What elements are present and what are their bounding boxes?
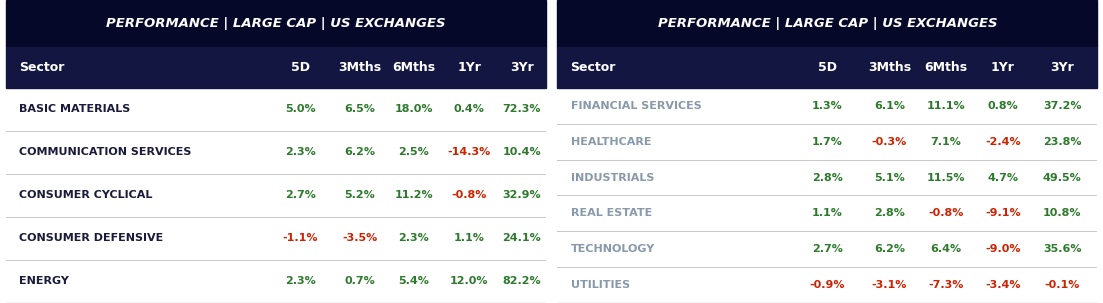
Bar — [557, 0, 1097, 47]
Text: PERFORMANCE | LARGE CAP | US EXCHANGES: PERFORMANCE | LARGE CAP | US EXCHANGES — [106, 17, 446, 30]
Bar — [557, 47, 1097, 88]
Text: -3.5%: -3.5% — [342, 233, 377, 244]
Text: 4.7%: 4.7% — [987, 172, 1018, 182]
Text: TECHNOLOGY: TECHNOLOGY — [570, 244, 655, 254]
Text: 49.5%: 49.5% — [1043, 172, 1082, 182]
Text: 0.7%: 0.7% — [344, 276, 375, 287]
Text: Sector: Sector — [19, 61, 64, 74]
Text: 11.5%: 11.5% — [927, 172, 965, 182]
Text: 2.5%: 2.5% — [398, 147, 429, 158]
Text: 72.3%: 72.3% — [502, 104, 540, 115]
Text: INDUSTRIALS: INDUSTRIALS — [570, 172, 654, 182]
Text: CONSUMER DEFENSIVE: CONSUMER DEFENSIVE — [19, 233, 163, 244]
Text: 82.2%: 82.2% — [502, 276, 540, 287]
Text: 2.8%: 2.8% — [874, 208, 904, 218]
Text: -0.3%: -0.3% — [871, 137, 907, 147]
Text: -0.8%: -0.8% — [451, 190, 486, 201]
Text: -1.1%: -1.1% — [282, 233, 318, 244]
Text: 2.3%: 2.3% — [398, 233, 429, 244]
Text: 2.8%: 2.8% — [812, 172, 843, 182]
Text: UTILITIES: UTILITIES — [570, 280, 630, 290]
Text: 6.5%: 6.5% — [344, 104, 375, 115]
Text: -3.1%: -3.1% — [871, 280, 907, 290]
Text: 2.3%: 2.3% — [285, 276, 315, 287]
Text: COMMUNICATION SERVICES: COMMUNICATION SERVICES — [19, 147, 192, 158]
Text: 2.7%: 2.7% — [285, 190, 315, 201]
Text: 1Yr: 1Yr — [458, 61, 481, 74]
Text: 1Yr: 1Yr — [990, 61, 1015, 74]
Text: 5.2%: 5.2% — [344, 190, 375, 201]
Text: PERFORMANCE | LARGE CAP | US EXCHANGES: PERFORMANCE | LARGE CAP | US EXCHANGES — [657, 17, 997, 30]
Text: 23.8%: 23.8% — [1043, 137, 1082, 147]
Text: ENERGY: ENERGY — [19, 276, 68, 287]
Text: 24.1%: 24.1% — [502, 233, 542, 244]
Text: -7.3%: -7.3% — [929, 280, 964, 290]
Text: 18.0%: 18.0% — [394, 104, 432, 115]
Text: -0.1%: -0.1% — [1045, 280, 1080, 290]
Text: FINANCIAL SERVICES: FINANCIAL SERVICES — [570, 101, 702, 111]
Bar — [6, 47, 546, 88]
Text: BASIC MATERIALS: BASIC MATERIALS — [19, 104, 130, 115]
Text: -14.3%: -14.3% — [448, 147, 491, 158]
Text: 6.4%: 6.4% — [931, 244, 962, 254]
Text: 37.2%: 37.2% — [1043, 101, 1082, 111]
Text: 7.1%: 7.1% — [931, 137, 962, 147]
Bar — [6, 0, 546, 47]
Text: 5.4%: 5.4% — [398, 276, 429, 287]
Text: 10.4%: 10.4% — [502, 147, 540, 158]
Text: Sector: Sector — [570, 61, 615, 74]
Text: -9.0%: -9.0% — [985, 244, 1020, 254]
Text: 1.1%: 1.1% — [453, 233, 484, 244]
Text: -9.1%: -9.1% — [985, 208, 1020, 218]
Text: 12.0%: 12.0% — [450, 276, 489, 287]
Text: 3Mths: 3Mths — [868, 61, 911, 74]
Text: 3Yr: 3Yr — [1050, 61, 1074, 74]
Text: 32.9%: 32.9% — [502, 190, 540, 201]
Text: 0.4%: 0.4% — [453, 104, 484, 115]
Text: 6.2%: 6.2% — [874, 244, 904, 254]
Text: 5.0%: 5.0% — [285, 104, 315, 115]
Text: 5D: 5D — [290, 61, 310, 74]
Text: 5D: 5D — [817, 61, 837, 74]
Text: -0.9%: -0.9% — [810, 280, 845, 290]
Text: 6Mths: 6Mths — [924, 61, 967, 74]
Text: 0.8%: 0.8% — [987, 101, 1018, 111]
Text: 35.6%: 35.6% — [1043, 244, 1082, 254]
Text: 6.2%: 6.2% — [344, 147, 375, 158]
Text: -2.4%: -2.4% — [985, 137, 1020, 147]
Text: CONSUMER CYCLICAL: CONSUMER CYCLICAL — [19, 190, 152, 201]
Text: 6.1%: 6.1% — [874, 101, 904, 111]
Text: 11.1%: 11.1% — [927, 101, 965, 111]
Text: 2.3%: 2.3% — [285, 147, 315, 158]
Text: 2.7%: 2.7% — [812, 244, 843, 254]
Text: REAL ESTATE: REAL ESTATE — [570, 208, 652, 218]
Text: -0.8%: -0.8% — [929, 208, 964, 218]
Text: HEALTHCARE: HEALTHCARE — [570, 137, 651, 147]
Text: 1.1%: 1.1% — [812, 208, 843, 218]
Text: 3Mths: 3Mths — [338, 61, 381, 74]
Text: 5.1%: 5.1% — [874, 172, 904, 182]
Text: -3.4%: -3.4% — [985, 280, 1020, 290]
Text: 6Mths: 6Mths — [392, 61, 435, 74]
Text: 11.2%: 11.2% — [394, 190, 432, 201]
Text: 3Yr: 3Yr — [510, 61, 534, 74]
Text: 1.7%: 1.7% — [812, 137, 843, 147]
Text: 1.3%: 1.3% — [812, 101, 843, 111]
Text: 10.8%: 10.8% — [1043, 208, 1082, 218]
